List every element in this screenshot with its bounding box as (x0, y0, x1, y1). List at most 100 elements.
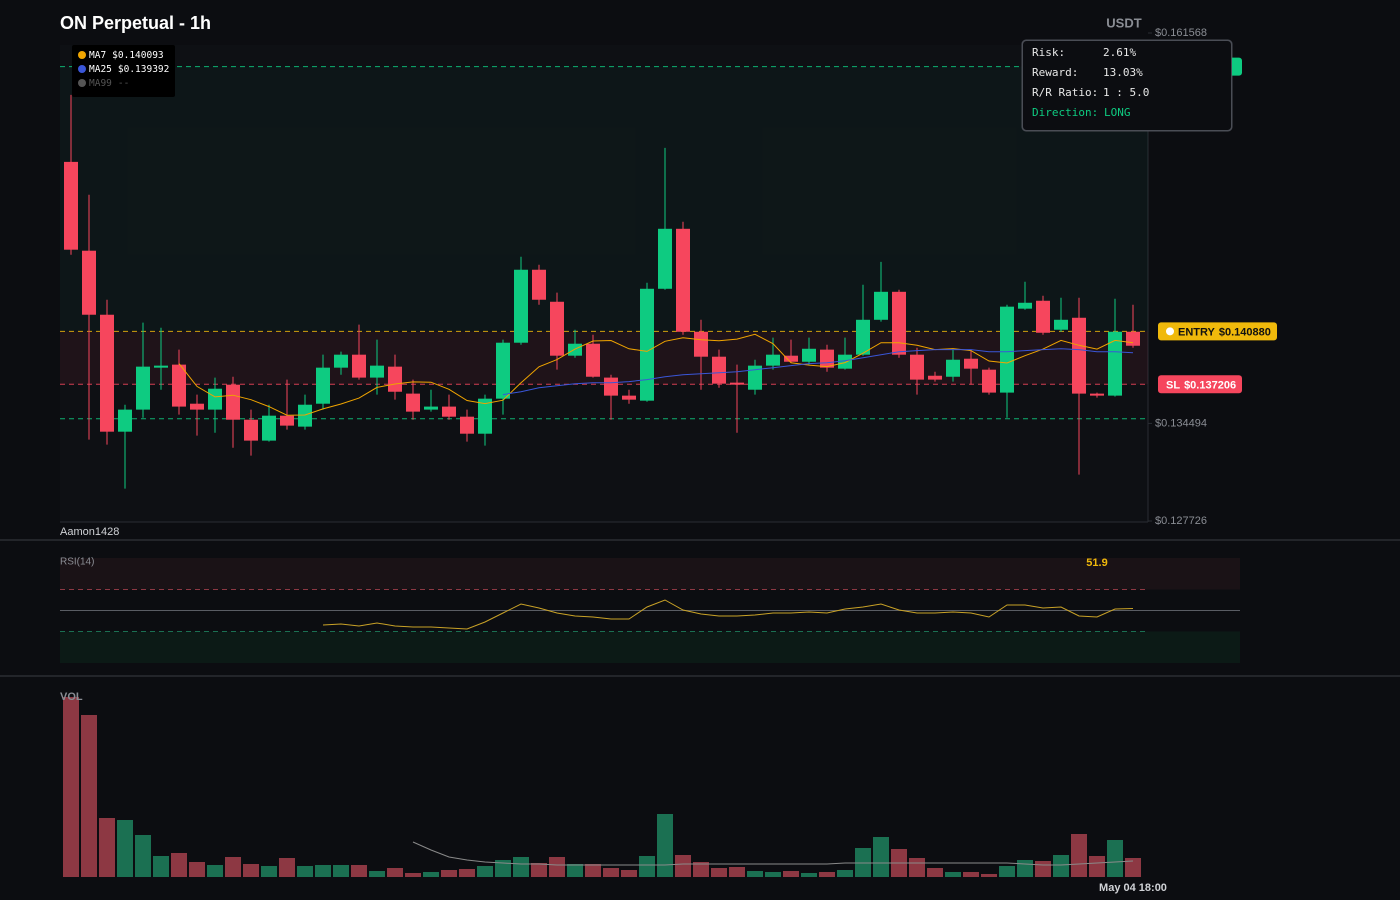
y-tick-label: $0.134494 (1155, 417, 1207, 429)
volume-bar (909, 858, 925, 877)
volume-bar (765, 872, 781, 877)
volume-bar (315, 865, 331, 877)
volume-bar (207, 865, 223, 877)
candle-body (946, 359, 960, 377)
candle-body (964, 358, 978, 369)
candle-body (316, 367, 330, 404)
volume-bar (351, 865, 367, 877)
volume-bar (405, 873, 421, 877)
candle-body (730, 382, 744, 385)
volume-bar (99, 818, 115, 877)
info-label: Risk: (1032, 46, 1065, 59)
candle-body (478, 398, 492, 434)
volume-bar (1017, 860, 1033, 877)
info-value: 2.61% (1103, 46, 1136, 59)
candle-body (208, 388, 222, 410)
volume-bar (801, 873, 817, 877)
candle-body (352, 354, 366, 378)
volume-bar (927, 868, 943, 877)
candle-body (244, 419, 258, 441)
legend-name: MA7 (89, 50, 106, 61)
volume-bar (531, 863, 547, 877)
legend-name: MA99 (89, 78, 112, 89)
volume-bar (693, 862, 709, 877)
candle-body (892, 291, 906, 355)
legend-swatch (78, 51, 86, 59)
chart-title: ON Perpetual - 1h (60, 13, 211, 33)
candle-body (118, 409, 132, 432)
candle-body (262, 415, 276, 441)
price-tag-label: ENTRY $0.140880 (1178, 326, 1271, 338)
volume-bar (495, 860, 511, 877)
candle-body (802, 348, 816, 362)
candle-body (550, 301, 564, 356)
legend-entry: MA99 -- (89, 78, 129, 89)
candle-body (910, 354, 924, 380)
profit-zone (60, 67, 1148, 332)
rsi-line (322, 599, 1134, 630)
candle-body (334, 354, 348, 368)
rsi-oversold-zone (60, 631, 1240, 663)
candle-body (586, 343, 600, 377)
y-tick-label: $0.161568 (1155, 27, 1207, 39)
candle-body (100, 314, 114, 432)
volume-bar (459, 869, 475, 877)
volume-bar (333, 865, 349, 877)
volume-bar (963, 872, 979, 877)
ma-legend (72, 45, 175, 97)
candle-body (514, 269, 528, 343)
candle-body (190, 403, 204, 410)
candle-body (82, 250, 96, 315)
volume-bar (945, 872, 961, 877)
info-value: 13.03% (1103, 66, 1143, 79)
candle-body (442, 406, 456, 417)
candle-body (136, 366, 150, 410)
volume-bar (729, 867, 745, 877)
volume-bar (657, 814, 673, 877)
candle-body (1054, 319, 1068, 330)
legend-swatch (78, 65, 86, 73)
price-pane (60, 45, 1148, 522)
volume-bar (567, 864, 583, 877)
volume-bar (999, 866, 1015, 877)
legend-name: MA25 (89, 64, 112, 75)
volume-bar (621, 870, 637, 877)
rsi-overbought-zone (60, 558, 1240, 590)
volume-bar (837, 870, 853, 877)
volume-bar (297, 866, 313, 877)
candle-body (1090, 393, 1104, 396)
legend-entry: MA25 $0.139392 (89, 64, 169, 75)
candle-body (604, 377, 618, 396)
volume-bar (387, 868, 403, 877)
volume-bar (981, 874, 997, 877)
candle-body (694, 331, 708, 357)
candle-body (424, 406, 438, 410)
volume-bar (1125, 858, 1141, 877)
tag-name: ENTRY (1178, 326, 1216, 338)
candle-body (226, 384, 240, 420)
price-tag (1158, 322, 1277, 341)
volume-title: VOL (60, 691, 83, 703)
candle-body (154, 365, 168, 368)
legend-value: $0.139392 (118, 64, 169, 75)
info-label: Direction: (1032, 106, 1098, 119)
candle-body (1072, 317, 1086, 394)
candle-body (280, 415, 294, 426)
candle-body (856, 319, 870, 355)
candle-body (748, 365, 762, 390)
legend-entry: MA7 $0.140093 (89, 50, 164, 61)
legend-value: -- (118, 78, 129, 89)
candle-body (172, 364, 186, 407)
candle-body (1018, 302, 1032, 309)
candle-body (712, 356, 726, 384)
tag-price: $0.137206 (1184, 379, 1236, 391)
x-tick-label: May 04 18:00 (1099, 882, 1167, 894)
volume-bar (603, 868, 619, 877)
candle-body (820, 349, 834, 368)
volume-bar (117, 820, 133, 877)
candle-body (532, 269, 546, 300)
volume-ma-line (412, 841, 1134, 866)
ma-line (178, 333, 1134, 416)
candle-body (784, 355, 798, 362)
legend-swatch (78, 79, 86, 87)
